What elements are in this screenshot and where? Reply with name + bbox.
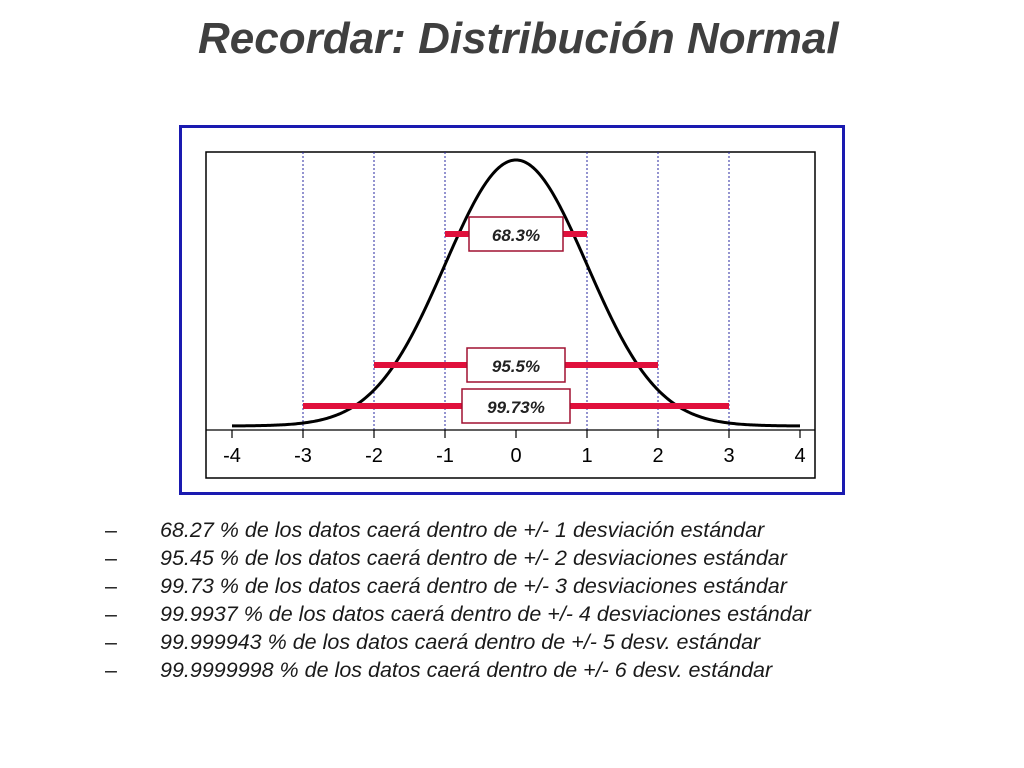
slide-title: Recordar: Distribución Normal — [198, 14, 839, 63]
bullet-dash: – — [105, 574, 117, 598]
bullet-text: 95.45 % de los datos caerá dentro de +/-… — [160, 546, 787, 570]
bullet-item: – 99.73 % de los datos caerá dentro de +/… — [105, 572, 811, 600]
bullet-list: – 68.27 % de los datos caerá dentro de +/… — [105, 516, 811, 684]
interval-label: 99.73% — [487, 398, 545, 417]
bullet-text: 68.27 % de los datos caerá dentro de +/-… — [160, 518, 765, 542]
x-tick-label: 4 — [794, 445, 805, 467]
interval-label-box — [461, 388, 571, 424]
bullet-dash: – — [105, 602, 117, 626]
bullet-item: – 99.999943 % de los datos caerá dentro d… — [105, 628, 811, 656]
interval-label-box — [468, 216, 564, 252]
interval-label: 95.5% — [492, 357, 540, 376]
bullet-item: – 99.9999998 % de los datos caerá dentro … — [105, 656, 811, 684]
plot-area-border — [205, 151, 816, 479]
bullet-text: 99.73 % de los datos caerá dentro de +/-… — [160, 574, 787, 598]
x-tick-label: -2 — [365, 445, 383, 467]
x-tick-label: -4 — [223, 445, 241, 467]
chart-frame: -4 -3 -2 -1 0 1 2 3 4 68.3% 95.5% 99.73% — [179, 125, 845, 495]
bullet-text: 99.9999998 % de los datos caerá dentro d… — [160, 658, 773, 682]
x-tick-label: 2 — [652, 445, 663, 467]
bullet-text: 99.999943 % de los datos caerá dentro de… — [160, 630, 761, 654]
x-tick-label: 0 — [510, 445, 521, 467]
x-tick-label: 1 — [581, 445, 592, 467]
normal-distribution-chart: -4 -3 -2 -1 0 1 2 3 4 68.3% 95.5% 99.73% — [205, 151, 816, 479]
x-tick-label: 3 — [723, 445, 734, 467]
bullet-item: – 99.9937 % de los datos caerá dentro de … — [105, 600, 811, 628]
interval-label: 68.3% — [492, 226, 540, 245]
bullet-dash: – — [105, 630, 117, 654]
normal-curve — [231, 158, 801, 428]
bullet-item: – 68.27 % de los datos caerá dentro de +/… — [105, 516, 811, 544]
bullet-text: 99.9937 % de los datos caerá dentro de +… — [160, 602, 811, 626]
bullet-item: – 95.45 % de los datos caerá dentro de +/… — [105, 544, 811, 572]
x-tick-label: -3 — [294, 445, 312, 467]
bullet-dash: – — [105, 518, 117, 542]
x-tick-label: -1 — [436, 445, 454, 467]
interval-label-box — [466, 347, 566, 383]
bullet-dash: – — [105, 546, 117, 570]
bullet-dash: – — [105, 658, 117, 682]
